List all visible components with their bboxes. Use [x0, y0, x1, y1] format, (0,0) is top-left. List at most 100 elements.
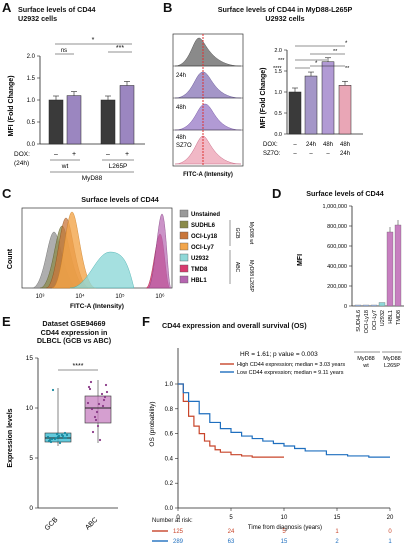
panel-f-curve-low — [178, 383, 390, 458]
panel-e-dot-abc — [91, 430, 95, 434]
panel-b-dox-1: – — [293, 142, 297, 148]
panel-b-sz-1: – — [293, 151, 297, 157]
panel-b-sig-label-5: * — [315, 61, 318, 67]
panel-d-xlabel: OCI-Ly7 — [372, 310, 378, 330]
panel-d-group-mut-2: L265P — [384, 363, 400, 369]
panel-b-dox-3: 48h — [323, 142, 333, 148]
panel-c-legend-swatch — [179, 220, 189, 229]
panel-b-title-line1: Surface levels of CD44 in MyD88-L265P — [217, 5, 353, 14]
panel-d-ytick-label: 0 — [344, 304, 347, 310]
panel-b-hist-xlabel: FITC-A (Intensity) — [183, 172, 233, 178]
panel-a-bar — [100, 99, 116, 145]
panel-c-legend-swatch — [179, 253, 189, 262]
panel-e-dot-gcb — [50, 437, 54, 441]
panel-f-xticks: 0 5 10 15 20 — [176, 508, 394, 521]
panel-c-group-mut: MyD88 L265P — [248, 260, 254, 292]
panel-e-xlabel-abc: ABC — [84, 516, 99, 531]
panel-d-xlabel: HBL1 — [388, 310, 394, 324]
panel-f-risk-low-value: 1 — [388, 539, 392, 545]
panel-f-risk-high-value: 0 — [388, 529, 392, 535]
panel-a-bar — [48, 99, 64, 145]
panel-b-ytick-label: 0.5 — [274, 111, 282, 117]
panel-f-risk-values: 125 24 5 1 0 289 63 15 2 1 — [173, 529, 392, 545]
panel-e-dot-gcb — [51, 388, 55, 392]
panel-c-group-wt: MyD88 wt — [248, 222, 254, 245]
panel-c-legend-label: OCI-Ly18 — [191, 234, 218, 240]
panel-e-dot-abc — [97, 402, 101, 406]
panel-c-legend-label: TMD8 — [191, 267, 208, 273]
panel-b-hist-ctrl — [174, 37, 242, 67]
panel-b-bar — [338, 85, 352, 135]
panel-c-group-gcb: GCB — [234, 228, 240, 240]
panel-f-curves — [178, 383, 390, 458]
panel-letter-f: F — [142, 314, 150, 329]
panel-d-xlabel: OCI-Ly18 — [364, 310, 370, 333]
panel-a-ytick-label: 0.0 — [27, 142, 36, 148]
panel-e-dot-gcb — [46, 435, 50, 439]
panel-e-dot-gcb — [58, 441, 62, 445]
panel-e-dot-abc — [90, 407, 94, 411]
panel-a-ytick-label: 1.0 — [27, 98, 36, 104]
panel-d-bar — [378, 302, 386, 307]
panel-f-ytick-label: 0.4 — [165, 456, 174, 462]
panel-e-dot-abc — [93, 415, 97, 419]
panel-d-ytick-label: 800,000 — [327, 224, 347, 230]
panel-f-risk-low-value: 2 — [335, 539, 339, 545]
panel-c-legend-swatch — [179, 231, 189, 240]
panel-f-xtick-label: 15 — [334, 515, 341, 521]
panel-e-dot-gcb — [57, 434, 61, 438]
panel-d-xlabel: TMD8 — [396, 310, 402, 325]
panel-b-sz-4: 24h — [340, 151, 350, 157]
panel-e-title-line1: Dataset GSE94669 — [42, 319, 106, 328]
panel-b-bar — [321, 61, 335, 135]
panel-c-hist-hbl1 — [147, 213, 172, 289]
panel-d-xlabel: U2932 — [380, 310, 386, 326]
panel-f-yticks: 0.0 0.2 0.4 0.6 0.8 1.0 — [165, 382, 178, 512]
panel-d-bar — [370, 304, 378, 307]
panel-f-legend-low: Low CD44 expression; median = 9.11 years — [237, 370, 344, 376]
panel-b-title-line2: U2932 cells — [265, 13, 305, 23]
panel-d-group-wt-1: MyD88 — [357, 356, 374, 362]
panel-f-xlabel: Time from diagnosis (years) — [248, 525, 322, 531]
panel-b-ytick-label: 2.0 — [274, 48, 282, 54]
panel-e-ytick-label: 0 — [29, 505, 33, 512]
panel-e-dot-abc — [104, 383, 108, 387]
panel-a-dox-4: + — [125, 151, 129, 158]
panel-f-risk-table: 125 24 5 1 0 289 63 15 2 1 — [152, 529, 392, 545]
panel-f-xtick-label: 20 — [387, 515, 394, 521]
panel-e-dot-abc — [101, 404, 105, 408]
panel-a-sig-label-2: * — [92, 37, 95, 44]
panel-a-ytick-label: 1.5 — [27, 76, 36, 82]
panel-f-risk-high-value: 1 — [335, 529, 339, 535]
panel-a-ytick-label: 0.5 — [27, 120, 36, 126]
panel-d-yticks: 0 200,000 400,000 600,000 800,000 1,000,000 — [323, 204, 352, 310]
panel-b-hist-frame — [172, 33, 244, 167]
panel-c-legend-label: U2932 — [191, 256, 209, 262]
panel-a-group-mut: L265P — [109, 163, 128, 170]
panel-b-hist-stack — [173, 34, 243, 166]
panel-f-legend-high: High CD44 expression; median = 3.03 year… — [237, 362, 345, 368]
panel-e-title-line3: DLBCL (GCB vs ABC) — [36, 336, 112, 345]
panel-a-bar — [119, 85, 135, 145]
panel-c-xtick-3: 10⁶ — [155, 293, 165, 300]
panel-e-dot-abc — [103, 395, 107, 399]
panel-a-dox-1: – — [54, 151, 58, 158]
panel-b-sig-label-6: ** — [345, 66, 350, 72]
panel-c-legend-label: OCI-Ly7 — [191, 245, 214, 251]
panel-b-ytick-label: 1.0 — [274, 90, 282, 96]
panel-f-risk-low-value: 63 — [228, 539, 235, 545]
panel-b-hist-label-sz7o: SZ7O — [176, 143, 192, 149]
panel-c-legend-label: Unstained — [191, 212, 220, 218]
panel-a-bar — [66, 95, 82, 145]
panel-c-ylabel: Count — [7, 248, 14, 269]
panel-c-legend-label: HBL1 — [191, 278, 207, 284]
panel-d-title: Surface levels of CD44 — [306, 189, 384, 198]
panel-f-ylabel: OS (probability) — [149, 401, 156, 446]
panel-d-chart: MFI 0 200,000 400,000 600,000 800,000 1,000,0… — [297, 204, 404, 369]
panel-f-ytick-label: 0.6 — [165, 432, 174, 438]
panel-e-dot-abc — [102, 398, 106, 402]
panel-c-title: Surface levels of CD44 — [81, 195, 159, 204]
panel-a-title: Surface levels of CD44 U2932 cells — [18, 5, 158, 23]
panel-f-risk-high-value: 125 — [173, 529, 184, 535]
panel-d-bar — [386, 231, 394, 307]
